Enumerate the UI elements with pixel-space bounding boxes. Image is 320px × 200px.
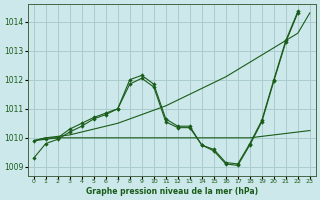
X-axis label: Graphe pression niveau de la mer (hPa): Graphe pression niveau de la mer (hPa) <box>86 187 258 196</box>
